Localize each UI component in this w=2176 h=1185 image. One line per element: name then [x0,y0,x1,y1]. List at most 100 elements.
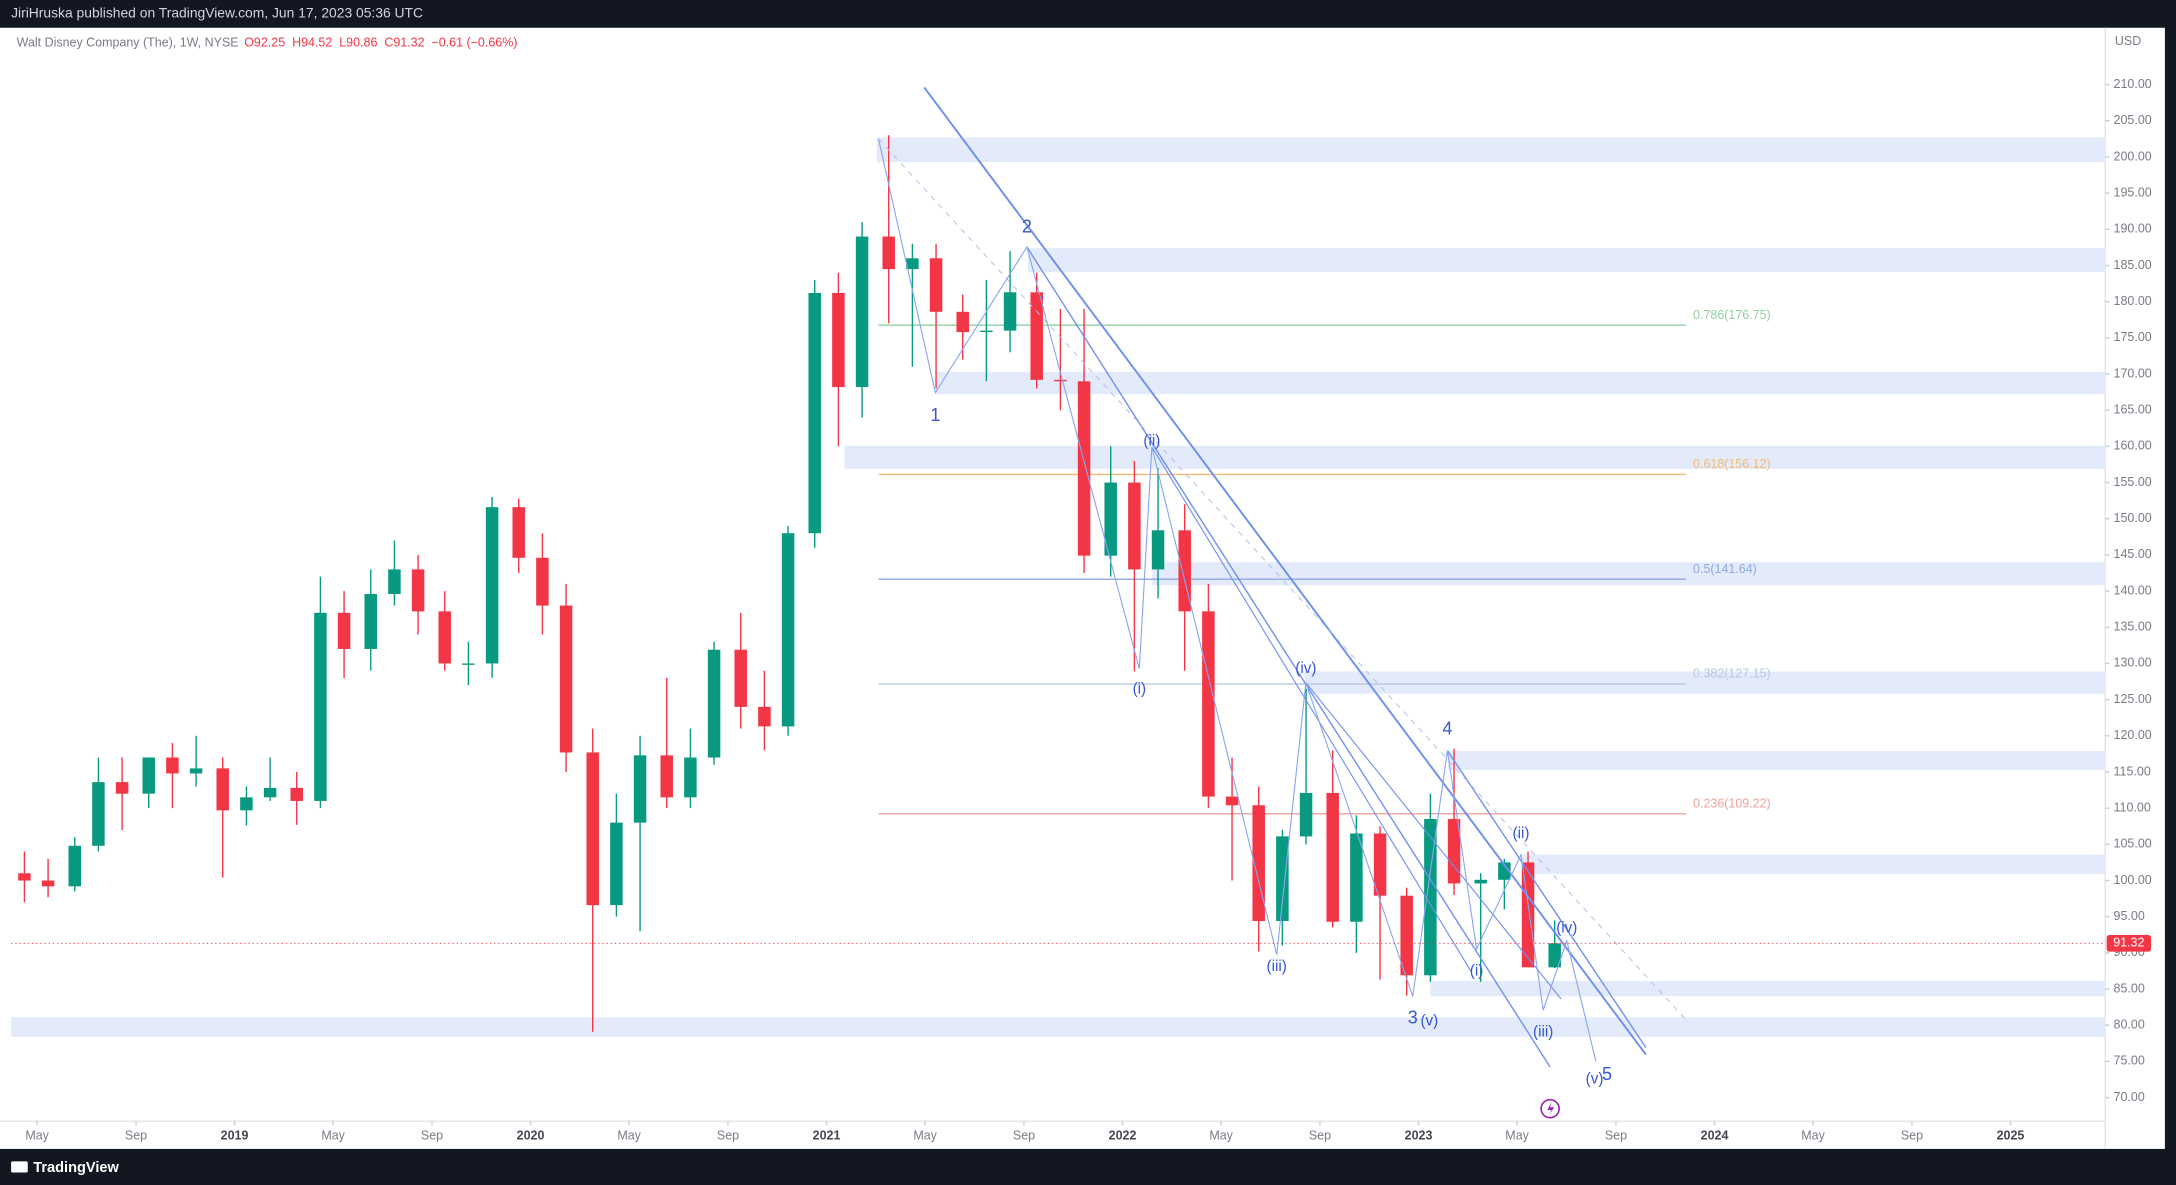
candle-body [1521,862,1535,968]
wave-label: 2 [1022,216,1032,236]
candle-body [240,797,253,811]
x-tick-label: May [25,1129,49,1143]
candle-body [1350,833,1363,922]
x-tick-label: 2023 [1405,1129,1433,1143]
x-tick-label: May [321,1129,345,1143]
candle-body [411,569,425,612]
candle-body [1202,611,1215,797]
x-tick-label: May [1801,1129,1825,1143]
fib-label: 0.236(109.22) [1693,796,1771,810]
candle-body [1151,530,1165,570]
wave-label: (v) [1586,1071,1604,1088]
wave-label: (iv) [1556,919,1577,936]
x-tick-label: Sep [1013,1129,1035,1143]
currency: USD [2115,34,2141,48]
y-tick-label: 155.00 [2114,475,2152,489]
x-tick-label: 2022 [1109,1129,1137,1143]
wave-label: (v) [1420,1012,1438,1029]
candle-body [142,757,155,794]
candle-body [337,612,351,649]
x-tick-label: May [617,1129,641,1143]
candle-body [1104,482,1117,556]
ohlc-value: L90.86 [339,35,377,49]
candle-body [832,293,845,388]
candle-body [166,757,179,774]
trend-line [1305,682,1562,1000]
y-tick-label: 160.00 [2114,439,2152,453]
candle-body [41,880,55,887]
candle-body [1400,895,1413,976]
candle-body [216,768,229,811]
alert-ring [1540,1098,1560,1119]
zone [1027,248,2106,273]
publisher: JiriHruska published on TradingView.com,… [11,5,423,21]
candle-body [1548,943,1561,968]
zone [1304,671,2106,694]
candle-body [1054,379,1067,382]
candle-body [1003,292,1017,331]
wave-label: (i) [1470,962,1484,979]
y-tick-label: 170.00 [2114,366,2152,380]
zone [876,137,2106,163]
wave-label: (iii) [1267,958,1287,975]
x-tick-label: 2019 [221,1129,249,1143]
candle-body [882,236,895,270]
candle-body [929,258,943,312]
y-tick-label: 150.00 [2114,511,2152,525]
wave-label: (i) [1133,681,1147,698]
y-tick-label: 105.00 [2114,837,2152,851]
candle-body [1077,381,1091,556]
y-tick-label: 85.00 [2114,981,2145,995]
y-tick-label: 165.00 [2114,403,2152,417]
candle-body [462,663,475,665]
trend-line [1446,750,1647,1049]
x-tick-label: 2020 [517,1129,545,1143]
candle-body [734,649,747,707]
y-tick-label: 190.00 [2114,222,2152,236]
y-tick-label: 140.00 [2114,583,2152,597]
y-tick-label: 180.00 [2114,294,2152,308]
y-tick-label: 80.00 [2114,1018,2145,1032]
fib-label: 0.786(176.75) [1693,308,1771,322]
y-tick-label: 115.00 [2114,764,2151,778]
y-tick-label: 110.00 [2114,800,2151,814]
candle-body [290,787,303,801]
wave-label: (iv) [1295,660,1316,677]
candle-body [586,752,599,906]
candle-body [18,873,31,881]
x-tick-label: May [1209,1129,1233,1143]
candle-body [1225,796,1239,806]
wave-label: 3 [1408,1007,1418,1027]
logo: TradingView [11,1160,119,1176]
x-tick-label: 2021 [813,1129,841,1143]
wave-label: (ii) [1513,825,1530,842]
y-tick-label: 135.00 [2114,620,2152,634]
candle-body [263,787,277,798]
y-tick-label: 205.00 [2114,113,2152,127]
candle-body [485,507,499,664]
candle-body [660,755,673,798]
candle-body [956,311,969,333]
zone [936,371,2106,395]
candle-body [855,236,869,388]
x-tick-label: 2025 [1997,1129,2025,1143]
x-tick-label: 2024 [1701,1129,1729,1143]
logo-text: TradingView [33,1160,119,1176]
y-tick-label: 195.00 [2114,185,2152,199]
zone [1448,751,2106,770]
candle-body [980,330,993,333]
fib-label: 0.382(127.15) [1693,667,1771,681]
candle-body [610,822,623,906]
symbol-title: Walt Disney Company (The), 1W, NYSE [17,35,239,49]
x-tick-label: Sep [1309,1129,1331,1143]
candle-body [1276,836,1289,922]
alert-icon [1540,1098,1560,1119]
x-tick-label: Sep [717,1129,739,1143]
wave-label: (iii) [1533,1023,1553,1040]
wave-label: 5 [1602,1064,1612,1084]
candle-body [1128,482,1141,570]
wave-label: 1 [930,405,940,425]
trend-line [923,86,1647,1056]
